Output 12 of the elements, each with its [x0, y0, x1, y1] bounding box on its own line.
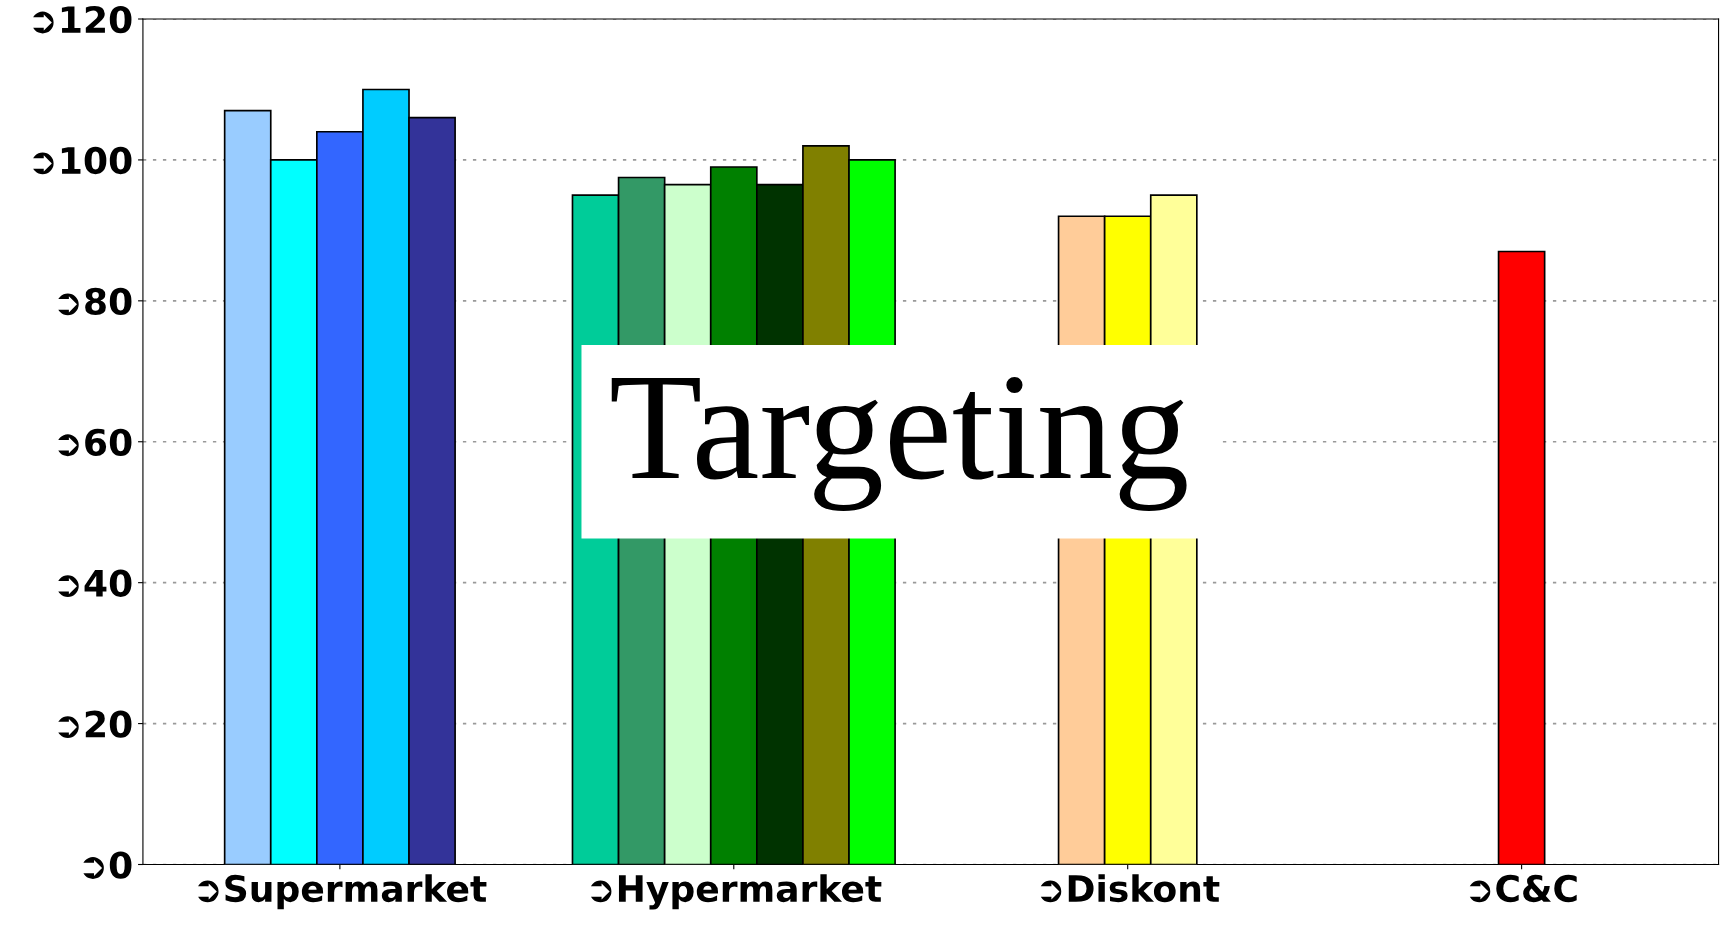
y-tick-label: ➲20	[58, 710, 132, 739]
annotation: Targeting	[611, 376, 1187, 512]
y-tick-label: ➲120	[33, 5, 132, 34]
y-tick-label: ➲60	[58, 428, 132, 457]
y-tick-label: ➲80	[58, 287, 132, 316]
y-tick-label: ➲0	[83, 851, 132, 879]
x-tick-label: ➲Hypermarket	[590, 874, 882, 910]
x-tick-label: ➲C&C	[1469, 874, 1577, 903]
y-tick-label: ➲40	[58, 569, 132, 598]
x-tick-label: ➲Supermarket	[198, 874, 487, 910]
y-tick-label: ➲100	[33, 146, 132, 175]
x-tick-label: ➲Diskont	[1040, 874, 1220, 903]
